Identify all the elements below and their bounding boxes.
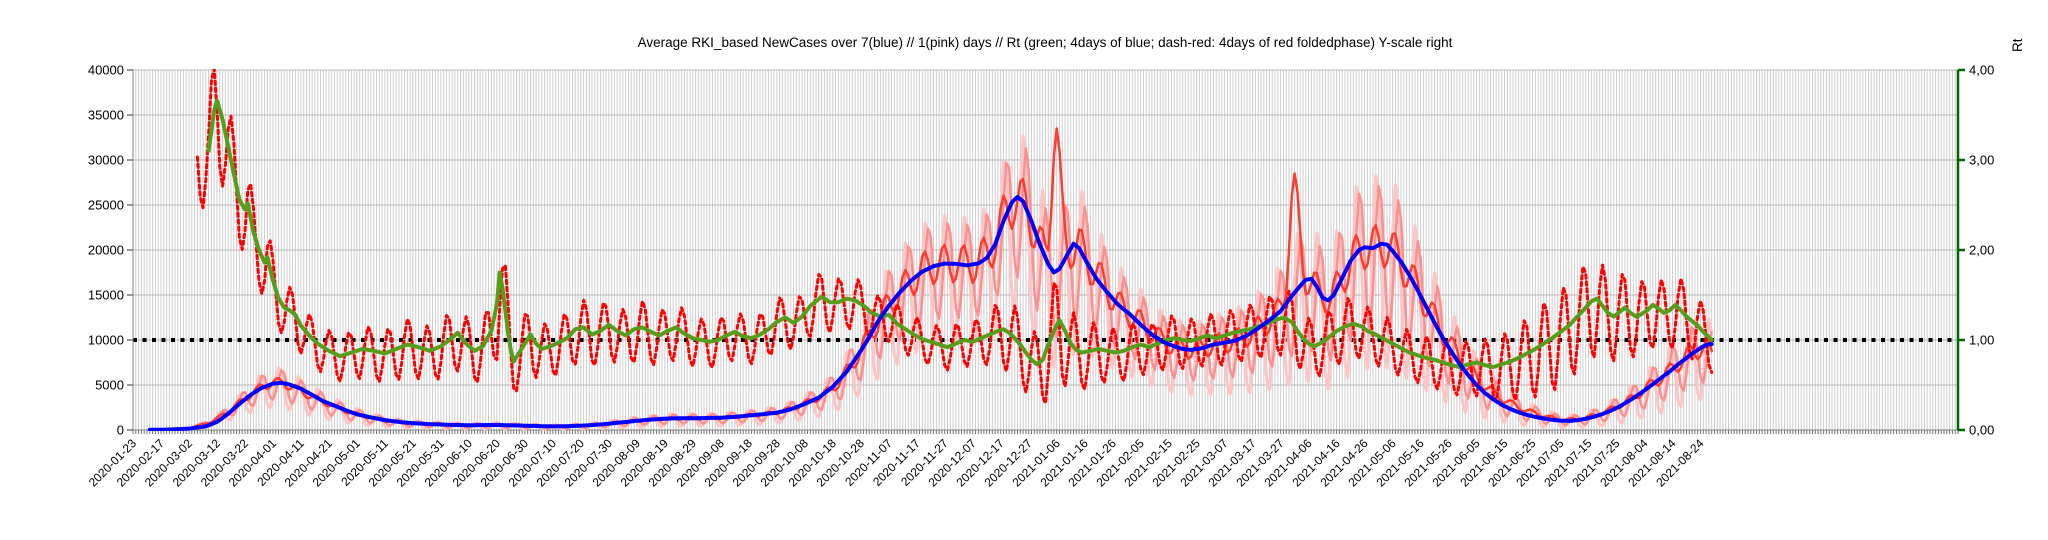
data-series-group bbox=[147, 69, 1714, 431]
left-axis-tick-label: 15000 bbox=[88, 288, 124, 303]
gridlines bbox=[132, 69, 1959, 434]
left-axis-tick-label: 35000 bbox=[88, 108, 124, 123]
axes-group bbox=[127, 68, 1965, 432]
right-axis-tick-label: 0,00 bbox=[1969, 423, 1994, 438]
series-rt_red_dashed bbox=[195, 69, 1714, 405]
right-axis-tick-label: 4,00 bbox=[1969, 63, 1994, 78]
series-cases_7day_blue bbox=[147, 194, 1714, 431]
chart-title: Average RKI_based NewCases over 7(blue) … bbox=[638, 35, 1453, 50]
left-axis-tick-label: 40000 bbox=[88, 63, 124, 78]
right-axis-title: Rt bbox=[2010, 38, 2025, 52]
left-axis-tick-label: 10000 bbox=[88, 333, 124, 348]
left-axis-tick-label: 20000 bbox=[88, 243, 124, 258]
left-axis-tick-label: 0 bbox=[117, 423, 124, 438]
left-axis-tick-label: 30000 bbox=[88, 153, 124, 168]
right-axis-tick-label: 3,00 bbox=[1969, 153, 1994, 168]
left-axis-tick-label: 5000 bbox=[95, 378, 124, 393]
right-axis-tick-label: 1,00 bbox=[1969, 333, 1994, 348]
left-axis-tick-label: 25000 bbox=[88, 198, 124, 213]
right-axis-tick-label: 2,00 bbox=[1969, 243, 1994, 258]
